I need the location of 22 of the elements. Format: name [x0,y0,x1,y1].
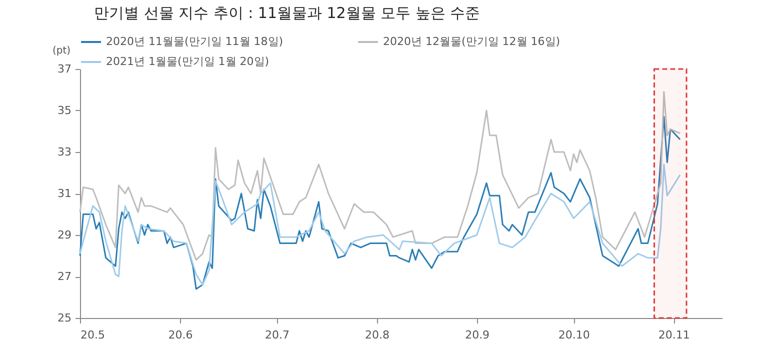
x-tick-label: 20.7 [265,328,290,342]
y-axis-title: (pt) [52,46,71,56]
x-tick-label: 20.9 [465,328,490,342]
chart-title: 만기별 선물 지수 추이 : 11월물과 12월물 모두 높은 수준 [94,4,480,22]
y-tick-label: 35 [58,104,72,117]
line-series [79,91,681,261]
x-tick-label: 20.10 [558,328,590,342]
x-tick-label: 20.8 [365,328,390,342]
y-tick-label: 33 [58,146,72,158]
y-tick-label: 29 [58,228,72,242]
y-tick-label: 27 [58,270,72,283]
line-series [79,164,681,286]
legend-label: 2020년 12월물(만기일 12월 16일) [383,35,560,48]
x-tick-label: 20.6 [168,328,193,342]
legend-label: 2020년 11월물(만기일 11월 18일) [106,35,284,48]
y-tick-label: 37 [58,62,72,76]
y-tick-label: 25 [58,312,72,324]
y-tick-label: 31 [58,187,72,200]
x-tick-label: 20.5 [80,328,105,342]
line-series [79,116,681,290]
legend-label: 2021년 1월물(만기일 1월 20일) [106,55,270,68]
x-tick-label: 20.11 [658,328,690,342]
